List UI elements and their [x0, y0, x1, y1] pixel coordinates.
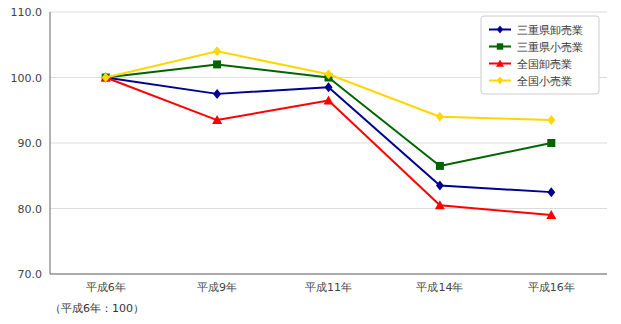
point-marker [547, 115, 555, 125]
point-marker [213, 46, 221, 56]
legend-label: 三重県卸売業 [517, 24, 583, 37]
point-marker [212, 115, 222, 124]
point-marker [213, 89, 221, 99]
point-marker [436, 112, 444, 122]
legend-marker [497, 77, 503, 85]
grid-line [50, 208, 607, 209]
legend-box [481, 16, 599, 94]
axes: 70.0 80.0 90.0 100.0 110.0 平成6年 平成9年 平成11年 平成14年… [11, 6, 608, 294]
y-tick-label: 90.0 [18, 137, 43, 150]
legend-label: 三重県小売業 [517, 41, 583, 54]
grid-line [50, 12, 607, 13]
point-marker [547, 187, 555, 197]
legend-marker [497, 26, 503, 34]
chart: 70.0 80.0 90.0 100.0 110.0 平成6年 平成9年 平成11年 平成14年… [0, 0, 621, 324]
x-axis-line [50, 274, 607, 275]
point-marker [436, 181, 444, 191]
y-tick-label: 110.0 [11, 6, 43, 19]
legend-label: 全国卸売業 [517, 58, 572, 71]
legend-marker [496, 60, 504, 67]
point-marker [547, 139, 555, 147]
legend-marker [497, 43, 503, 49]
point-marker [324, 95, 334, 104]
point-marker [102, 73, 110, 83]
y-tick-label: 100.0 [11, 72, 43, 85]
x-tick-label: 平成11年 [305, 281, 352, 294]
point-marker [435, 200, 445, 209]
legend: 三重県卸売業三重県小売業全国卸売業全国小売業 [481, 16, 599, 94]
legend-label: 全国小売業 [517, 75, 572, 88]
point-marker [325, 69, 333, 79]
series-line [106, 78, 552, 193]
grid-line [50, 274, 607, 275]
y-tick-label: 80.0 [18, 203, 43, 216]
point-marker [325, 82, 333, 92]
y-tick-label: 70.0 [18, 268, 43, 281]
x-tick-label: 平成14年 [416, 281, 463, 294]
y-axis-line [50, 12, 51, 274]
series-line [106, 78, 552, 216]
point-marker [102, 74, 110, 82]
point-marker [101, 73, 111, 82]
point-marker [102, 73, 110, 83]
x-tick-label: 平成6年 [86, 281, 126, 294]
x-tick-label: 平成9年 [197, 281, 237, 294]
note: （平成6年：100） [50, 302, 144, 315]
x-tick-label: 平成16年 [528, 281, 575, 294]
point-marker [436, 162, 444, 170]
point-marker [546, 210, 556, 219]
point-marker [213, 60, 221, 68]
grid-line [50, 143, 607, 144]
